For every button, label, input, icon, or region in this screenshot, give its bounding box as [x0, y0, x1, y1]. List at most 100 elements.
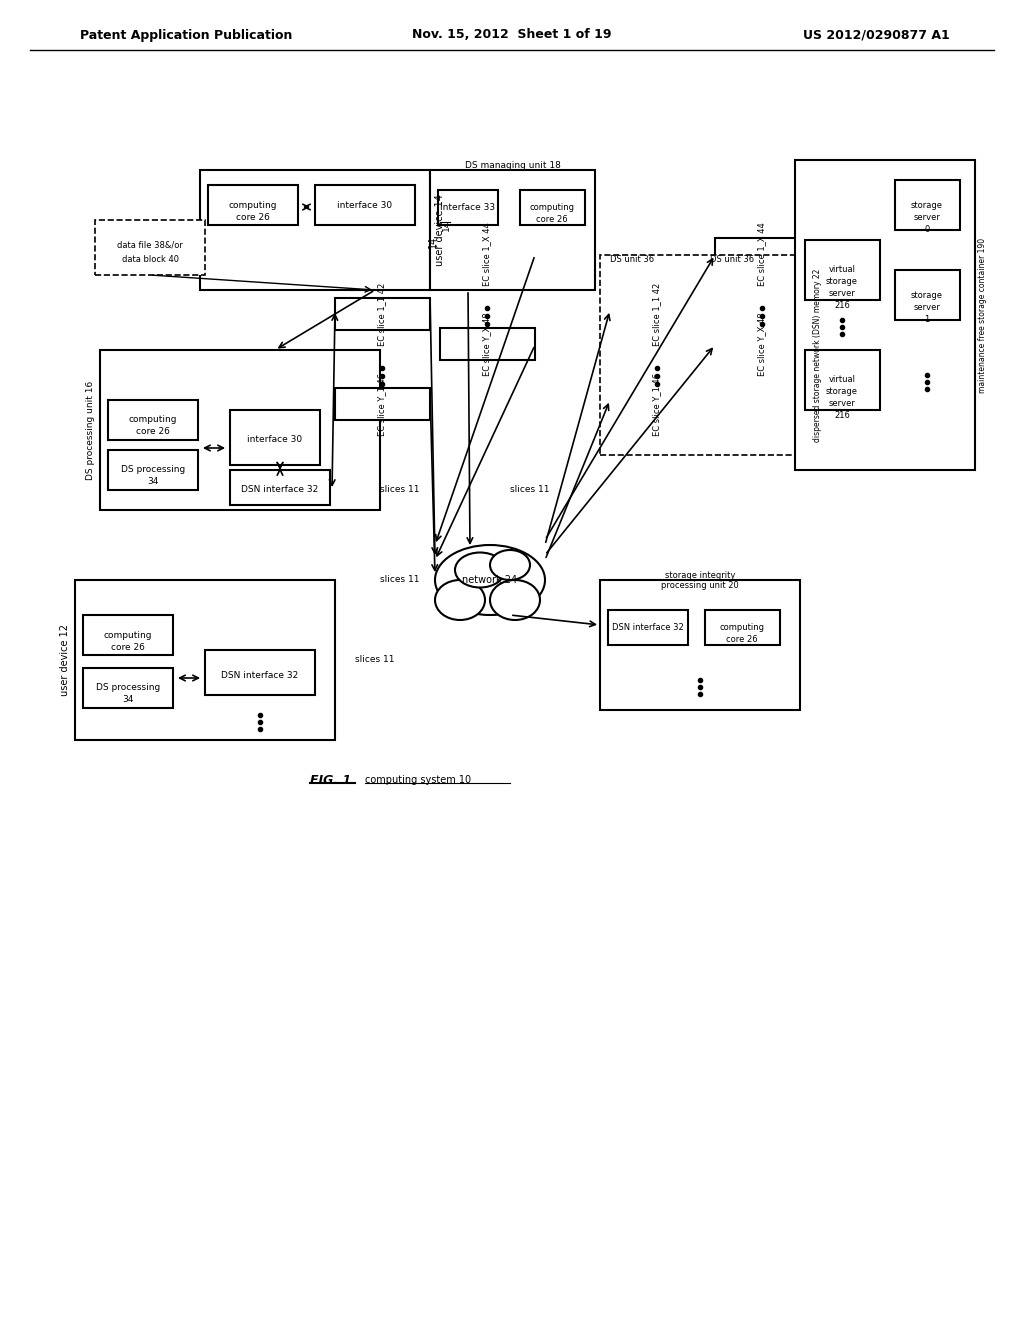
Text: network 24: network 24 [463, 576, 517, 585]
Text: 34: 34 [147, 478, 159, 487]
Bar [805, 350, 880, 411]
Text: DS processing: DS processing [96, 684, 160, 693]
Bar [440, 327, 535, 360]
Text: Patent Application Publication: Patent Application Publication [80, 29, 293, 41]
Bar [335, 298, 430, 330]
Bar [200, 170, 430, 290]
Bar [230, 411, 319, 465]
Text: storage integrity: storage integrity [665, 570, 735, 579]
Text: EC slice Y_X 48: EC slice Y_X 48 [482, 313, 492, 376]
Bar [230, 470, 330, 506]
Text: dispersed storage network (DSN) memory 22: dispersed storage network (DSN) memory 2… [813, 268, 822, 442]
Text: 14: 14 [428, 236, 438, 248]
Bar [600, 579, 800, 710]
Text: virtual: virtual [828, 265, 855, 275]
Text: DSN interface 32: DSN interface 32 [221, 671, 299, 680]
Text: server: server [913, 213, 940, 222]
Text: storage: storage [826, 277, 858, 286]
Bar [108, 450, 198, 490]
Ellipse shape [455, 553, 505, 587]
Text: EC slice Y_1 46: EC slice Y_1 46 [378, 372, 386, 436]
Bar [430, 170, 595, 290]
Text: EC slice Y_1 46: EC slice Y_1 46 [652, 372, 662, 436]
Bar [75, 579, 335, 741]
Text: EC slice Y_X 48: EC slice Y_X 48 [758, 313, 767, 376]
Text: core 26: core 26 [111, 643, 145, 652]
Text: virtual: virtual [828, 375, 855, 384]
Text: EC slice 1_X 44: EC slice 1_X 44 [758, 222, 767, 286]
Text: computing: computing [228, 201, 278, 210]
Bar [205, 649, 315, 696]
Bar [805, 240, 880, 300]
Bar [608, 610, 688, 645]
Bar [795, 160, 975, 470]
Ellipse shape [435, 545, 545, 615]
Bar [705, 610, 780, 645]
Ellipse shape [490, 579, 540, 620]
Bar [715, 238, 810, 271]
Text: computing: computing [103, 631, 153, 639]
Text: core 26: core 26 [136, 428, 170, 437]
Bar [108, 400, 198, 440]
Bar [715, 327, 810, 360]
Text: interface 33: interface 33 [440, 203, 496, 213]
Text: DS processing unit 16: DS processing unit 16 [86, 380, 95, 479]
Text: 0: 0 [925, 224, 930, 234]
Ellipse shape [435, 579, 485, 620]
Text: DS managing unit 18: DS managing unit 18 [465, 161, 560, 169]
Text: DS processing: DS processing [121, 466, 185, 474]
Bar [208, 185, 298, 224]
Text: core 26: core 26 [726, 635, 758, 644]
Text: DSN interface 32: DSN interface 32 [612, 623, 684, 632]
Ellipse shape [490, 550, 530, 579]
Text: server: server [913, 302, 940, 312]
Text: interface 30: interface 30 [248, 436, 302, 445]
Text: DS unit 36: DS unit 36 [710, 256, 754, 264]
Text: core 26: core 26 [237, 213, 270, 222]
Bar [610, 298, 705, 330]
Bar [520, 190, 585, 224]
Bar [83, 615, 173, 655]
Bar [895, 180, 961, 230]
Text: DS unit 36: DS unit 36 [610, 256, 654, 264]
Bar [95, 220, 205, 275]
Bar [438, 190, 498, 224]
Text: computing: computing [129, 416, 177, 425]
Text: US 2012/0290877 A1: US 2012/0290877 A1 [803, 29, 950, 41]
Text: 216: 216 [835, 301, 850, 310]
Text: computing: computing [529, 203, 574, 213]
Bar [335, 388, 430, 420]
Text: EC slice 1_1 42: EC slice 1_1 42 [652, 282, 662, 346]
Text: slices 11: slices 11 [380, 486, 420, 495]
Text: data block 40: data block 40 [122, 256, 178, 264]
Text: server: server [828, 289, 855, 298]
Text: maintenance free storage container 190: maintenance free storage container 190 [978, 238, 987, 392]
Text: FIG. 1: FIG. 1 [310, 774, 351, 787]
Bar [315, 185, 415, 224]
Bar [100, 350, 380, 510]
Text: user device 14: user device 14 [435, 194, 445, 265]
Text: Nov. 15, 2012  Sheet 1 of 19: Nov. 15, 2012 Sheet 1 of 19 [413, 29, 611, 41]
Text: DSN interface 32: DSN interface 32 [242, 486, 318, 495]
Text: 1: 1 [925, 314, 930, 323]
Text: storage: storage [911, 201, 943, 210]
Text: computing system 10: computing system 10 [365, 775, 471, 785]
Text: 14: 14 [442, 219, 451, 231]
Text: 216: 216 [835, 412, 850, 421]
Bar [440, 238, 535, 271]
Text: core 26: core 26 [537, 215, 568, 224]
Text: storage: storage [826, 388, 858, 396]
Text: computing: computing [720, 623, 765, 632]
Bar [895, 271, 961, 319]
Text: slices 11: slices 11 [355, 656, 394, 664]
Bar [83, 668, 173, 708]
Text: interface 30: interface 30 [338, 201, 392, 210]
Bar [610, 388, 705, 420]
Text: server: server [828, 400, 855, 408]
Text: slices 11: slices 11 [510, 486, 550, 495]
Text: storage: storage [911, 290, 943, 300]
Text: slices 11: slices 11 [380, 576, 420, 585]
Text: EC slice 1_X 44: EC slice 1_X 44 [482, 222, 492, 286]
Text: data file 38&/or: data file 38&/or [117, 240, 183, 249]
Text: user device 12: user device 12 [60, 624, 70, 696]
